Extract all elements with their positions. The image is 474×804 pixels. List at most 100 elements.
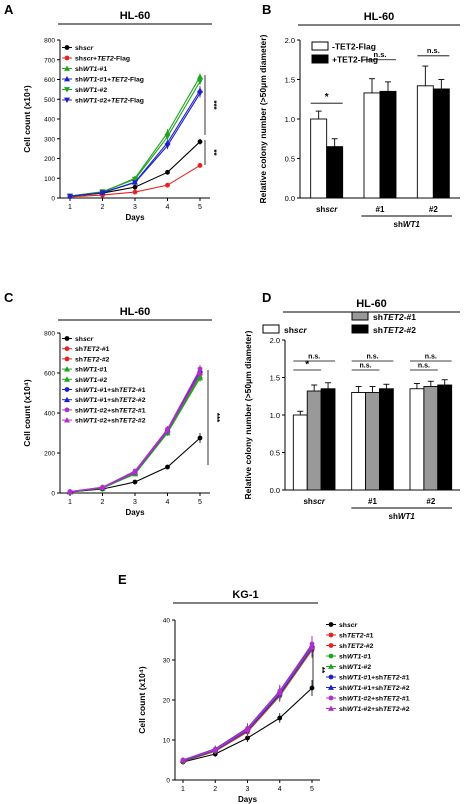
- legend-label-E-4: shWT1-#2: [339, 664, 371, 671]
- legend-marker-A-1: [64, 55, 70, 61]
- legend-label-E-6: shWT1-#1+shTET2-#2: [339, 685, 410, 692]
- y-tick-label-A: 800: [44, 38, 55, 45]
- legend-label-E-7: shWT1-#2+shTET2-#1: [339, 696, 410, 703]
- sig-label-A-0: ***: [209, 100, 218, 110]
- x-tick-label-A: 5: [198, 204, 202, 211]
- x-tick-label-E: 4: [278, 786, 282, 793]
- legend-marker-E-0: [328, 622, 334, 627]
- category-label-B-1: #1: [376, 205, 385, 214]
- legend-label-C-3: shWT1-#1: [75, 367, 107, 374]
- legend-label-E-2: shTET2-#2: [339, 643, 374, 650]
- legend-marker-C-8: [64, 417, 70, 423]
- legend-label-E-0: shscr: [339, 622, 357, 629]
- data-point-A-0: [132, 184, 138, 190]
- data-point-E-8: [276, 689, 283, 696]
- category-label-B-2: #2: [429, 205, 438, 214]
- legend-swatch-D-1: [351, 311, 369, 321]
- data-point-A-4: [197, 79, 203, 85]
- data-point-A-0: [197, 139, 203, 145]
- data-point-A-5: [132, 180, 138, 186]
- legend-label-D-1: shTET2-#1: [373, 312, 416, 322]
- x-tick-label-E: 1: [181, 786, 185, 793]
- series-line-E-3: [182, 648, 313, 762]
- x-tick-label-C: 4: [166, 499, 170, 506]
- legend-label-B-1: +TET2-Flag: [332, 55, 378, 65]
- chart-title-E: KG-1: [232, 589, 258, 601]
- sig-label-B-2: n.s.: [427, 46, 440, 55]
- data-point-A-5: [197, 90, 203, 97]
- y-tick-label-A: 700: [44, 57, 55, 64]
- y-axis-label-D: Relative colony number (>50μm diameter): [243, 330, 253, 499]
- data-point-E-8: [244, 726, 251, 732]
- category-label-D-0: shscr: [303, 497, 325, 506]
- legend-marker-E-8: [328, 705, 334, 711]
- series-line-E-4: [182, 645, 313, 761]
- legend-marker-E-4: [328, 663, 334, 669]
- legend-label-E-8: shWT1-#2+shTET2-#2: [339, 706, 410, 713]
- data-point-E-0: [245, 735, 250, 741]
- group-label-B: shWT1: [394, 220, 421, 229]
- sig-label-D-0: n.s.: [308, 354, 320, 361]
- legend-marker-A-5: [64, 97, 70, 103]
- data-point-C-0: [197, 435, 203, 441]
- y-axis-label-A: Cell count (x10⁴): [22, 85, 32, 153]
- sig-label-B-0: *: [325, 92, 329, 103]
- category-label-D-1: #1: [368, 497, 377, 506]
- bar-D-2-2: [437, 384, 453, 491]
- series-line-E-1: [182, 647, 313, 762]
- bar-B-1-1: [379, 90, 397, 199]
- data-point-C-8: [164, 427, 171, 433]
- data-point-A-1: [197, 163, 203, 168]
- legend-marker-C-4: [64, 376, 70, 382]
- legend-marker-A-2: [64, 65, 70, 71]
- chart-title-D: HL-60: [356, 298, 387, 310]
- series-line-E-7: [182, 643, 313, 761]
- y-tick-label-D: 1.5: [270, 374, 280, 383]
- y-tick-label-C: 600: [44, 371, 55, 378]
- y-tick-label-A: 600: [44, 77, 55, 84]
- x-tick-label-A: 2: [101, 204, 105, 211]
- y-tick-label-A: 400: [44, 117, 55, 124]
- y-axis-label-C: Cell count (x10⁴): [22, 379, 32, 447]
- legend-label-A-4: shWT1-#2: [75, 87, 107, 94]
- y-tick-label-E: 10: [163, 738, 171, 745]
- sig-label-E-0: **: [317, 667, 326, 674]
- legend-label-D-2: shTET2-#2: [373, 325, 416, 335]
- legend-marker-E-2: [328, 643, 334, 648]
- data-point-C-8: [67, 488, 73, 495]
- bar-B-0-0: [310, 118, 328, 199]
- group-label-D: shWT1: [389, 512, 416, 521]
- y-tick-label-E: 30: [163, 658, 171, 665]
- sig-label-D-3: n.s.: [360, 363, 372, 370]
- legend-marker-C-2: [64, 356, 70, 362]
- legend-label-C-8: shWT1-#2+shTET2-#2: [75, 418, 146, 425]
- y-tick-label-E: 20: [163, 698, 171, 705]
- legend-marker-C-1: [64, 346, 70, 352]
- y-axis-label-E: Cell count (x10⁴): [137, 666, 147, 734]
- data-point-A-4: [164, 134, 171, 140]
- y-tick-label-B: 1.5: [285, 76, 295, 85]
- legend-label-A-2: shWT1-#1: [75, 66, 107, 73]
- data-point-A-4: [132, 176, 138, 183]
- data-point-C-8: [99, 484, 106, 490]
- x-tick-label-C: 1: [68, 499, 72, 506]
- data-point-A-1: [165, 182, 170, 188]
- chart-title-A: HL-60: [120, 10, 151, 22]
- bar-D-0-1: [351, 392, 367, 491]
- legend-label-B-0: -TET2-Flag: [332, 42, 376, 52]
- sig-label-D-1: *: [305, 360, 309, 371]
- data-point-A-5: [99, 190, 106, 196]
- category-label-B-0: shscr: [316, 205, 338, 214]
- data-point-E-8: [309, 644, 315, 650]
- bar-D-2-0: [320, 388, 336, 491]
- data-point-E-8: [212, 747, 219, 753]
- bar-B-0-2: [416, 85, 434, 199]
- data-point-C-8: [197, 370, 203, 376]
- legend-label-C-6: shWT1-#1+shTET2-#2: [75, 397, 146, 404]
- y-tick-label-C: 200: [44, 451, 55, 458]
- legend-swatch-D-2: [351, 324, 369, 334]
- legend-marker-A-0: [64, 45, 70, 50]
- bar-D-2-1: [378, 388, 394, 491]
- bar-D-0-0: [292, 414, 308, 491]
- legend-label-C-0: shscr: [75, 336, 93, 343]
